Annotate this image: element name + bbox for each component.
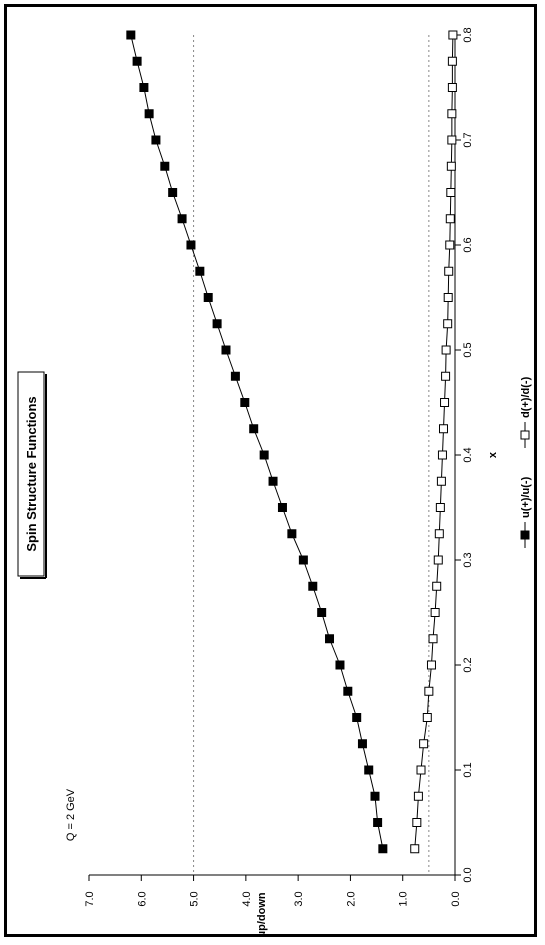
data-point-series-2 (428, 634, 438, 644)
data-point-series-1 (308, 581, 318, 591)
x-tick-label: 0.7 (462, 132, 474, 147)
y-tick-label: 4.0 (241, 891, 253, 906)
data-point-series-1 (277, 503, 287, 512)
data-point-series-1 (378, 844, 388, 854)
data-point-series-1 (352, 713, 362, 722)
data-point-series-2 (412, 818, 422, 827)
data-point-series-1 (249, 424, 259, 434)
data-point-series-2 (419, 739, 429, 749)
data-point-series-1 (298, 555, 308, 565)
data-point-series-1 (186, 240, 196, 250)
x-tick-label: 0.5 (462, 342, 474, 357)
x-axis-title: x (487, 451, 499, 458)
data-point-series-2 (438, 424, 448, 434)
x-tick-label: 0.0 (462, 867, 474, 882)
data-point-series-1 (195, 266, 205, 276)
y-tick-label: 3.0 (293, 891, 305, 906)
x-tick-label: 0.6 (462, 237, 474, 252)
data-point-series-2 (443, 319, 453, 329)
legend-item-d: d(+)/d(-) (520, 376, 532, 448)
data-point-series-1 (373, 818, 383, 827)
data-point-series-1 (357, 739, 367, 749)
y-tick-label: 5.0 (189, 891, 201, 906)
data-point-series-1 (335, 660, 345, 670)
data-point-series-1 (203, 293, 213, 302)
data-point-series-2 (410, 844, 420, 854)
data-point-series-2 (445, 214, 455, 224)
legend-marker-u (520, 530, 530, 540)
legend-marker-d (520, 430, 530, 440)
data-point-series-2 (441, 345, 451, 355)
data-point-series-2 (413, 791, 423, 801)
data-point-series-2 (448, 30, 458, 40)
data-point-series-2 (441, 371, 451, 381)
data-point-series-2 (447, 56, 457, 66)
x-tick-label: 0.3 (462, 552, 474, 567)
data-point-series-1 (370, 791, 380, 801)
data-point-series-2 (447, 109, 457, 119)
data-point-series-2 (430, 608, 440, 617)
data-point-series-1 (126, 30, 136, 40)
data-point-series-2 (443, 293, 453, 302)
data-point-series-2 (446, 188, 456, 197)
data-point-series-1 (364, 765, 374, 775)
q-annotation: Q = 2 GeV (65, 788, 77, 841)
data-point-series-1 (343, 686, 353, 696)
legend-label-d: d(+)/d(-) (520, 376, 532, 418)
data-point-series-1 (144, 109, 154, 119)
data-point-series-1 (317, 608, 327, 617)
legend: u(+)/u(-) d(+)/d(-) (520, 376, 532, 548)
data-point-series-2 (447, 135, 457, 145)
x-tick-label: 0.2 (462, 657, 474, 672)
data-point-series-2 (434, 529, 444, 539)
x-tick-label: 0.1 (462, 762, 474, 777)
data-point-series-1 (221, 345, 231, 355)
data-point-series-1 (287, 529, 297, 539)
data-point-series-1 (132, 56, 142, 66)
data-point-series-2 (432, 581, 442, 591)
data-point-series-2 (416, 765, 426, 775)
data-point-series-1 (160, 161, 170, 171)
data-point-series-1 (177, 214, 187, 224)
x-tick-label: 0.4 (462, 447, 474, 462)
data-point-series-1 (151, 135, 161, 145)
y-tick-label: 7.0 (84, 891, 96, 906)
data-point-series-2 (433, 555, 443, 565)
y-tick-label: 2.0 (345, 891, 357, 906)
chart-title: Spin Structure Functions (24, 396, 39, 551)
chart-title-box: Spin Structure Functions (17, 371, 47, 579)
data-point-series-1 (230, 371, 240, 381)
x-tick-label: 0.8 (462, 27, 474, 42)
chart-frame (4, 4, 537, 937)
data-point-series-1 (168, 188, 178, 197)
series-line-2 (414, 34, 454, 849)
data-point-series-2 (444, 266, 454, 276)
legend-label-u: u(+)/u(-) (520, 476, 532, 518)
data-point-series-2 (436, 476, 446, 486)
data-point-series-2 (440, 398, 450, 407)
data-point-series-1 (139, 83, 149, 92)
data-point-series-1 (259, 450, 269, 460)
data-point-series-2 (437, 450, 447, 460)
data-point-series-1 (212, 319, 222, 329)
data-point-series-1 (268, 476, 278, 486)
data-point-series-2 (426, 660, 436, 670)
y-axis-title: up/down (256, 892, 268, 937)
plot-area: 0.0 1.0 2.0 3.0 4.0 5.0 6.0 7.0 0.0 0.1 0.2 0.3 0.4 0… (84, 27, 474, 906)
data-point-series-2 (445, 240, 455, 250)
y-tick-label: 6.0 (136, 891, 148, 906)
data-point-series-2 (422, 713, 432, 722)
data-point-series-2 (447, 83, 457, 92)
y-tick-label: 1.0 (398, 891, 410, 906)
series-line-1 (130, 34, 384, 849)
data-point-series-2 (446, 161, 456, 171)
data-point-series-2 (435, 503, 445, 512)
data-point-series-2 (424, 686, 434, 696)
data-point-series-1 (240, 398, 250, 407)
legend-item-u: u(+)/u(-) (520, 476, 532, 548)
data-point-series-1 (325, 634, 335, 644)
y-tick-label: 0.0 (450, 891, 462, 906)
